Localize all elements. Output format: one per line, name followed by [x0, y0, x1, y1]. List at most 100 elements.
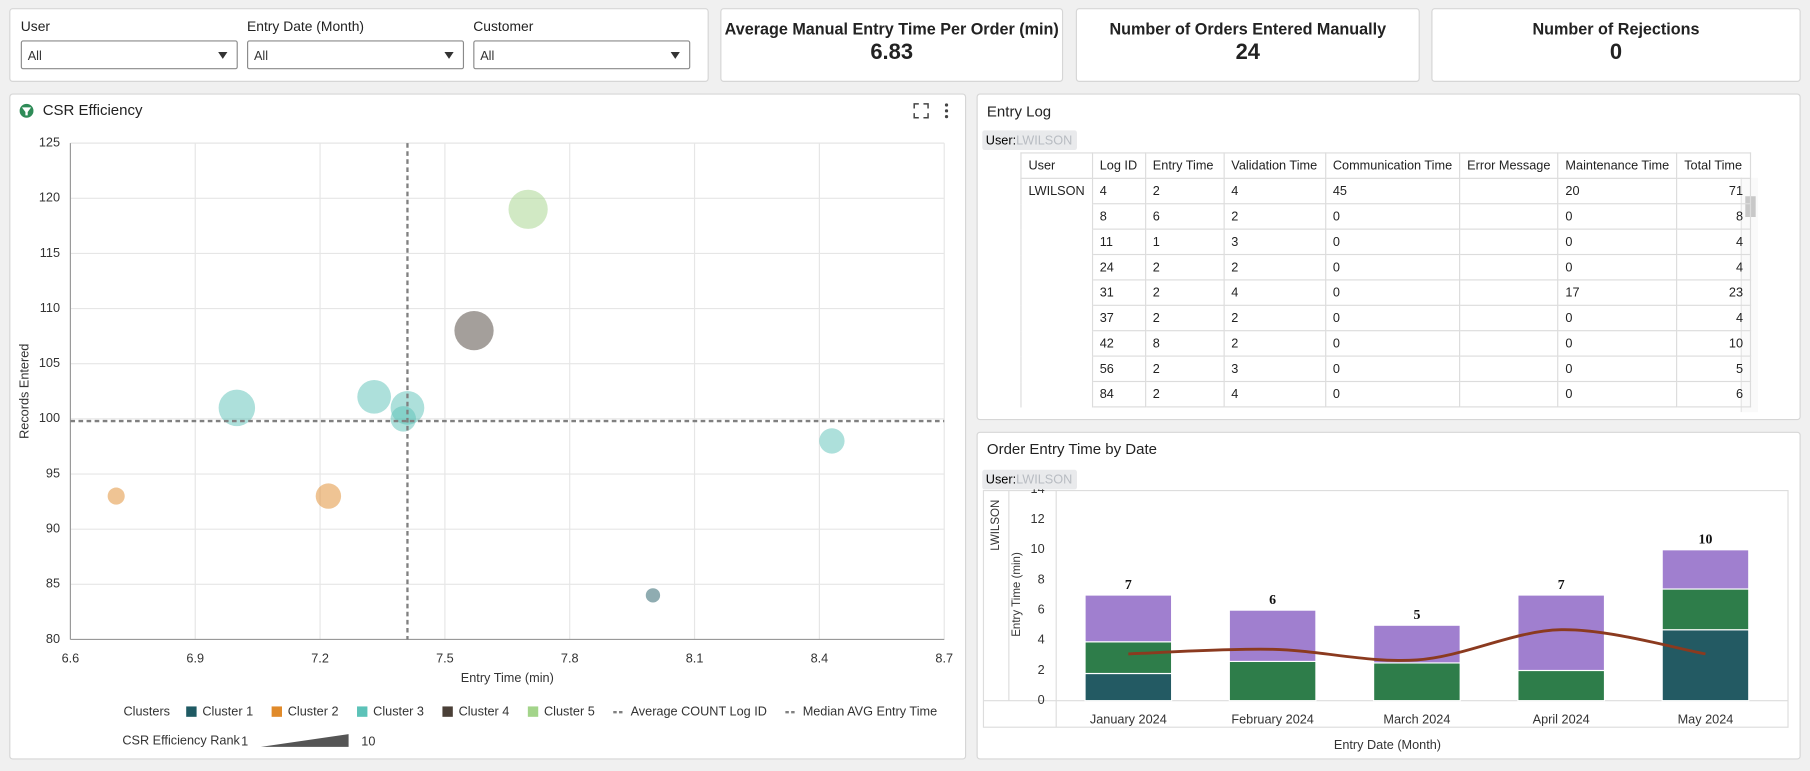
table-cell: 2	[1144, 279, 1225, 306]
table-cell: 1	[1144, 228, 1225, 256]
table-cell: 0	[1557, 253, 1678, 281]
table-row: 56 2 3 0 0 5	[1020, 355, 1752, 383]
scatter-panel	[9, 93, 967, 760]
filter-select[interactable]: All	[247, 40, 465, 70]
x-tick-label: March 2024	[1383, 713, 1450, 727]
table-cell: 3	[1223, 228, 1326, 256]
table-cell: 0	[1324, 355, 1461, 383]
y-tick-label: 10	[1031, 542, 1045, 556]
bar-segment	[1517, 669, 1606, 702]
table-cell: 4	[1676, 228, 1752, 256]
x-tick-label: 8.4	[811, 651, 829, 665]
legend-swatch	[271, 706, 283, 717]
table-cell: 0	[1324, 279, 1461, 306]
kpi: Number of Rejections 0	[1431, 8, 1800, 82]
legend-swatch	[357, 706, 368, 717]
table-cell: 0	[1557, 355, 1678, 383]
table-cell: 84	[1091, 380, 1146, 408]
filter-tag-label: User:	[985, 473, 1017, 488]
y-axis-title: Records Entered	[18, 344, 32, 439]
table-cell: 4	[1223, 279, 1326, 306]
table-cell: 6	[1676, 380, 1752, 408]
kpi-title: Average Manual Entry Time Per Order (min…	[724, 19, 1059, 39]
user-cell	[1020, 254, 1093, 280]
header-row: User Log ID Entry Time Validation Time Commu…	[1020, 152, 1752, 179]
y-tick-label: 115	[40, 246, 60, 260]
table-cell: 5	[1676, 355, 1752, 383]
column-header: Validation Time	[1223, 152, 1326, 179]
table-cell: 2	[1223, 253, 1326, 281]
bubble	[315, 483, 342, 509]
bar-segment	[1661, 629, 1750, 702]
table-cell: 23	[1676, 279, 1752, 306]
bubble	[218, 389, 256, 427]
x-tick-label: 7.5	[436, 651, 454, 665]
x-axis-title: Entry Time (min)	[461, 671, 554, 685]
column-header: Maintenance Time	[1557, 152, 1678, 179]
table-cell: 71	[1676, 177, 1752, 205]
y-tick-label: 12	[1031, 512, 1045, 526]
filter-tag-value: LWILSON	[1016, 473, 1073, 488]
table-cell	[1459, 228, 1559, 256]
column-header: User	[1020, 152, 1093, 179]
x-tick-label: April 2024	[1533, 713, 1590, 727]
legend-label: Cluster 4	[459, 705, 510, 719]
x-tick-label: 7.8	[561, 651, 579, 665]
y-tick-label: 85	[46, 577, 60, 591]
bubble	[107, 487, 125, 505]
total-label: 7	[1125, 577, 1132, 592]
kpi-value: 0	[1609, 40, 1623, 65]
table-cell: 0	[1557, 203, 1678, 230]
chart-title: CSR Efficiency	[43, 102, 143, 119]
legend-label: Median AVG Entry Time	[803, 705, 937, 719]
table-cell: 2	[1223, 203, 1326, 230]
user-cell	[1020, 381, 1093, 407]
user-cell	[1020, 356, 1093, 382]
x-tick-label: February 2024	[1231, 713, 1314, 727]
filter-icon	[21, 107, 32, 116]
panel-title: Entry Log	[986, 102, 1052, 121]
filter-select[interactable]: All	[20, 40, 238, 70]
user-cell	[1020, 203, 1093, 230]
table-row: 31 2 4 0 17 23	[1020, 279, 1752, 306]
kpi-title: Number of Orders Entered Manually	[1109, 19, 1387, 39]
bubble	[508, 189, 548, 229]
expand-icon[interactable]	[913, 103, 929, 119]
filter-label: Entry Date (Month)	[247, 18, 365, 35]
y-tick-label: 2	[1038, 663, 1045, 677]
legend-label: Cluster 3	[373, 705, 424, 719]
table-cell: 20	[1557, 177, 1678, 205]
x-tick-label: 6.6	[62, 651, 80, 665]
table-cell: 2	[1223, 330, 1326, 357]
table-cell: 2	[1223, 304, 1326, 332]
trend-line	[1128, 628, 1706, 662]
plot-frame	[982, 490, 1789, 728]
table-cell	[1459, 330, 1559, 357]
menu-icon[interactable]	[944, 103, 949, 107]
filter-tag-label: User:	[985, 133, 1017, 148]
y-tick-label: 6	[1038, 602, 1045, 616]
table-cell: 31	[1091, 279, 1146, 306]
bar-segment	[1084, 641, 1173, 675]
table-cell: 24	[1091, 253, 1146, 281]
y-tick-label: 120	[39, 191, 60, 205]
bar-segment	[1373, 624, 1461, 664]
bubble	[357, 379, 392, 414]
table-cell: 2	[1144, 380, 1225, 408]
table-cell	[1459, 253, 1559, 281]
menu-icon[interactable]	[944, 109, 949, 113]
menu-icon[interactable]	[944, 114, 949, 119]
bar-segment	[1228, 660, 1317, 702]
chart-title: Order Entry Time by Date	[987, 441, 1157, 458]
y-tick-label: 8	[1038, 572, 1045, 586]
y-tick-label: 90	[46, 522, 60, 536]
user-cell: LWILSON	[1020, 178, 1093, 204]
x-tick-label: 6.9	[186, 651, 204, 665]
column-header: Total Time	[1676, 152, 1752, 179]
x-tick-label: May 2024	[1678, 713, 1734, 727]
user-cell	[1020, 229, 1093, 255]
table-cell: 2	[1144, 304, 1225, 332]
table-cell: 2	[1144, 253, 1225, 281]
filter-select[interactable]: All	[473, 40, 691, 70]
